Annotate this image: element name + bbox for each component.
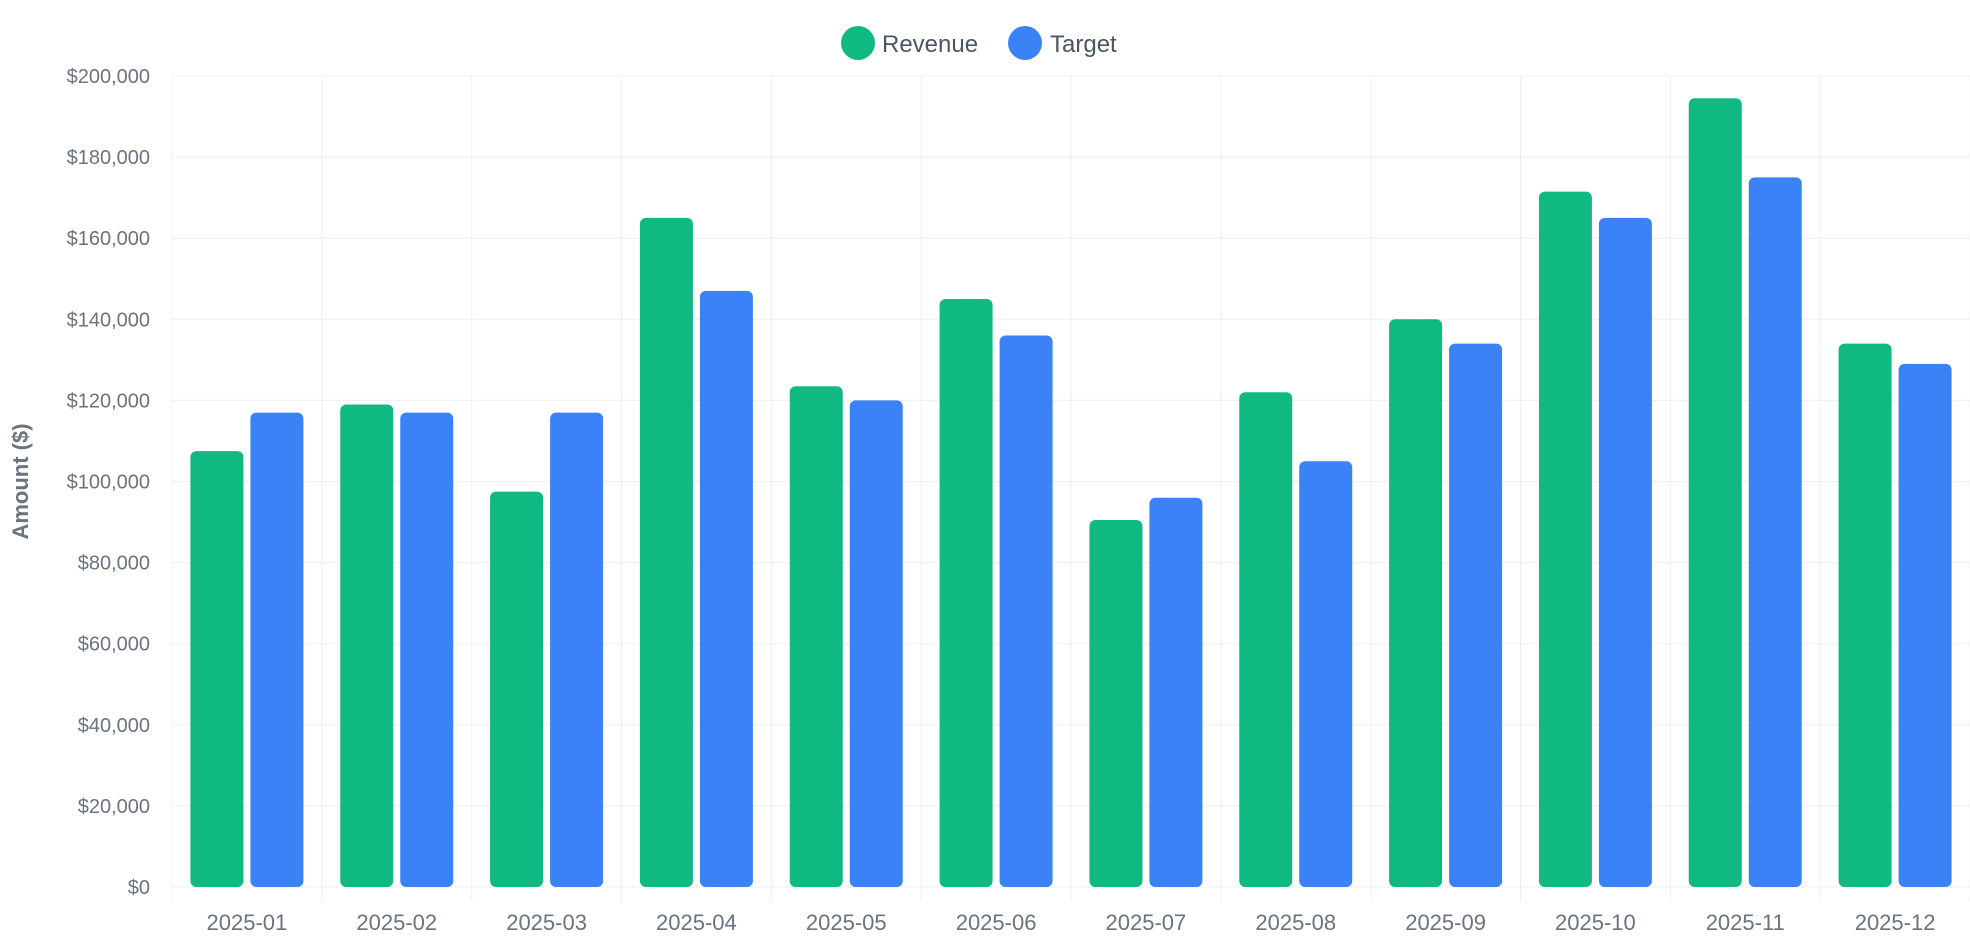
x-tick-label: 2025-12 <box>1855 910 1936 935</box>
y-tick-label: $200,000 <box>67 66 150 88</box>
bar-target-2025-01[interactable] <box>250 412 304 887</box>
y-tick-label: $120,000 <box>67 390 150 412</box>
bar-target-2025-06[interactable] <box>999 335 1053 887</box>
x-tick-label: 2025-10 <box>1555 910 1636 935</box>
bar-revenue-2025-09[interactable] <box>1389 319 1443 887</box>
bar-target-2025-03[interactable] <box>550 412 604 887</box>
bar-revenue-2025-01[interactable] <box>190 451 244 887</box>
y-tick-label: $160,000 <box>67 228 150 250</box>
bar-target-2025-08[interactable] <box>1299 461 1353 887</box>
x-tick-label: 2025-01 <box>207 910 288 935</box>
legend-swatch-revenue[interactable] <box>841 26 875 60</box>
legend[interactable]: Revenue Target <box>841 26 1117 60</box>
bar-target-2025-10[interactable] <box>1598 217 1652 888</box>
y-tick-label: $100,000 <box>67 472 150 494</box>
legend-swatch-target[interactable] <box>1008 26 1042 60</box>
bar-target-2025-12[interactable] <box>1898 363 1952 887</box>
bar-target-2025-11[interactable] <box>1748 177 1802 887</box>
y-axis: $0 $20,000 $40,000 $60,000 $80,000 $100,000 $1… <box>67 66 150 899</box>
bar-target-2025-09[interactable] <box>1449 343 1503 887</box>
bar-revenue-2025-08[interactable] <box>1239 392 1293 887</box>
y-tick-label: $40,000 <box>78 715 150 737</box>
bar-revenue-2025-11[interactable] <box>1688 98 1742 888</box>
bar-revenue-2025-12[interactable] <box>1838 343 1892 887</box>
x-axis: 2025-01 2025-02 2025-03 2025-04 2025-05 2025-… <box>207 910 1936 935</box>
bar-revenue-2025-10[interactable] <box>1538 191 1592 887</box>
bar-revenue-2025-07[interactable] <box>1089 520 1143 887</box>
bar-target-2025-04[interactable] <box>699 290 753 887</box>
x-tick-label: 2025-05 <box>806 910 887 935</box>
x-tick-label: 2025-07 <box>1106 910 1187 935</box>
y-tick-label: $80,000 <box>78 553 150 575</box>
y-tick-label: $0 <box>128 877 150 899</box>
x-tick-label: 2025-08 <box>1255 910 1336 935</box>
bar-target-2025-02[interactable] <box>400 412 454 887</box>
bar-revenue-2025-02[interactable] <box>340 404 394 887</box>
x-tick-label: 2025-06 <box>956 910 1037 935</box>
x-tick-label: 2025-04 <box>656 910 737 935</box>
legend-label-target[interactable]: Target <box>1050 31 1117 58</box>
x-tick-label: 2025-11 <box>1706 910 1785 935</box>
bar-target-2025-07[interactable] <box>1149 497 1203 887</box>
y-tick-label: $20,000 <box>78 796 150 818</box>
bar-target-2025-05[interactable] <box>849 400 903 887</box>
legend-label-revenue[interactable]: Revenue <box>882 31 978 58</box>
y-axis-title: Amount ($) <box>8 423 33 539</box>
bar-revenue-2025-03[interactable] <box>490 491 544 887</box>
bars <box>190 98 1952 888</box>
x-tick-label: 2025-02 <box>356 910 437 935</box>
grid <box>171 75 1970 901</box>
bar-revenue-2025-06[interactable] <box>939 299 993 887</box>
x-tick-label: 2025-09 <box>1405 910 1486 935</box>
x-tick-label: 2025-03 <box>506 910 587 935</box>
bar-revenue-2025-04[interactable] <box>639 217 693 888</box>
y-tick-label: $140,000 <box>67 309 150 331</box>
y-tick-label: $60,000 <box>78 634 150 656</box>
y-tick-label: $180,000 <box>67 147 150 169</box>
bar-revenue-2025-05[interactable] <box>789 386 843 887</box>
